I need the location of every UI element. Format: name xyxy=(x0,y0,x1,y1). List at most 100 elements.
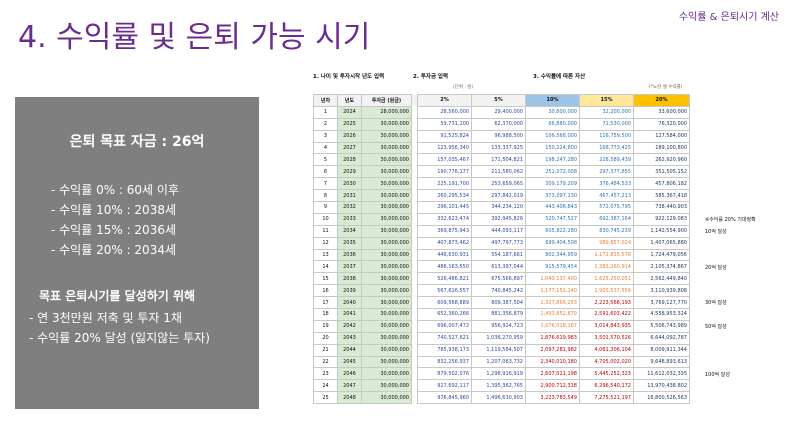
cell-rate-20: 1,724,479,056 xyxy=(633,248,690,262)
cell-year: 2029 xyxy=(337,165,362,179)
cell-year-index: 25 xyxy=(313,391,338,405)
cell-rate-10: 1,493,652,879 xyxy=(525,308,580,321)
cell-principal: 30,000,000 xyxy=(361,367,412,381)
cell-year: 2034 xyxy=(337,224,362,238)
column-gap xyxy=(411,284,418,297)
cell-rate-10: 443,406,843 xyxy=(525,201,580,214)
cell-rate-10: 66,880,000 xyxy=(525,117,580,131)
cell-rate-15: 228,589,439 xyxy=(579,153,634,167)
cell-year: 2026 xyxy=(337,129,362,143)
table-row: 6 2029 30,000,000 190,776,177 211,580,062 251… xyxy=(313,165,690,179)
table-row: 13 2036 30,000,000 446,630,931 554,187,661 80… xyxy=(313,248,690,262)
cell-principal: 30,000,000 xyxy=(361,355,412,369)
cell-year: 2033 xyxy=(337,212,362,226)
cell-year: 2024 xyxy=(337,105,362,119)
table-row: 8 2031 30,000,000 260,295,534 297,842,019 373… xyxy=(313,189,690,203)
cell-rate-2: 59,731,200 xyxy=(417,117,472,131)
cell-year-index: 6 xyxy=(313,165,338,179)
header-rate-20: 20% xyxy=(633,94,690,107)
table-row: 10 2033 30,000,000 332,623,474 392,945,826 52… xyxy=(313,212,690,226)
page-tag: 수익률 & 은퇴시기 계산 xyxy=(678,12,779,23)
cell-rate-15: 1,903,537,559 xyxy=(579,284,634,298)
table-row: 5 2028 30,000,000 157,035,467 171,504,821 198… xyxy=(313,153,690,167)
cell-principal: 30,000,000 xyxy=(361,153,412,167)
cell-rate-10: 198,247,280 xyxy=(525,153,580,167)
cell-rate-5: 809,387,504 xyxy=(471,296,526,310)
cell-rate-2: 332,623,474 xyxy=(417,212,472,226)
asset-table: 년차 년도 투자금 (원금) 2% 5% 10% 15% 20% 1 2024 28… xyxy=(313,94,690,405)
column-gap xyxy=(411,379,418,392)
cell-rate-2: 652,360,266 xyxy=(417,308,472,321)
cell-year-index: 4 xyxy=(313,141,338,155)
cell-rate-20: 3,110,939,808 xyxy=(633,284,690,298)
cell-rate-20: 738,440,903 xyxy=(633,201,690,214)
cell-rate-10: 802,344,959 xyxy=(525,248,580,262)
column-gap xyxy=(411,165,418,178)
cell-year: 2028 xyxy=(337,153,362,167)
cell-rate-5: 253,659,065 xyxy=(471,177,526,191)
scenario-15: - 수익률 15% : 2036세 xyxy=(51,223,177,237)
rate-note: (*노란 셀 수익률) xyxy=(649,85,683,90)
cell-rate-20: 585,367,418 xyxy=(633,189,690,203)
milestone-annotation: 100억 달성 xyxy=(705,371,730,378)
summary-panel: 은퇴 목표 자금 : 26억 - 수익률 0% : 60세 이후 - 수익률 1… xyxy=(15,97,259,409)
cell-rate-10: 2,097,281,982 xyxy=(525,343,580,357)
cell-rate-20: 2,105,374,867 xyxy=(633,260,690,274)
header-year-index: 년차 xyxy=(313,94,338,107)
cell-rate-15: 989,857,024 xyxy=(579,236,634,250)
cell-rate-20: 3,769,127,770 xyxy=(633,296,690,310)
column-gap xyxy=(411,189,418,202)
table-row: 12 2035 30,000,000 407,873,462 497,797,773 69… xyxy=(313,236,690,250)
section-1-label: 1. 나이 및 투자시작 년도 입력 xyxy=(313,74,385,80)
cell-rate-2: 446,630,931 xyxy=(417,248,472,262)
scenario-0: - 수익률 0% : 60세 이후 xyxy=(51,183,179,197)
cell-rate-2: 486,163,550 xyxy=(417,260,472,274)
cell-year: 2040 xyxy=(337,296,362,310)
cell-year-index: 24 xyxy=(313,379,338,393)
cell-year: 2035 xyxy=(337,236,362,250)
cell-year-index: 10 xyxy=(313,212,338,226)
cell-rate-5: 392,945,826 xyxy=(471,212,526,226)
cell-year: 2045 xyxy=(337,355,362,369)
cell-rate-15: 32,200,000 xyxy=(579,105,634,119)
column-gap xyxy=(411,272,418,285)
column-gap xyxy=(411,344,418,357)
cell-rate-15: 1,172,835,578 xyxy=(579,248,634,262)
cell-rate-20: 76,320,000 xyxy=(633,117,690,131)
cell-rate-20: 2,562,449,840 xyxy=(633,272,690,286)
cell-year-index: 16 xyxy=(313,284,338,298)
cell-year-index: 11 xyxy=(313,224,338,238)
table-row: 20 2043 30,000,000 740,527,621 1,036,270,959… xyxy=(313,331,690,345)
cell-rate-2: 260,295,534 xyxy=(417,189,472,203)
cell-rate-2: 879,502,076 xyxy=(417,367,472,381)
cell-year: 2041 xyxy=(337,308,362,321)
header-year: 년도 xyxy=(337,94,362,107)
cell-rate-10: 520,747,527 xyxy=(525,212,580,226)
cell-rate-15: 2,591,603,422 xyxy=(579,308,634,321)
cell-principal: 30,000,000 xyxy=(361,189,412,203)
cell-rate-20: 189,100,800 xyxy=(633,141,690,155)
column-gap xyxy=(411,296,418,309)
cell-principal: 30,000,000 xyxy=(361,379,412,393)
cell-rate-10: 2,607,011,198 xyxy=(525,367,580,381)
cell-year: 2042 xyxy=(337,319,362,333)
cell-rate-15: 1,383,260,914 xyxy=(579,260,634,274)
column-gap xyxy=(411,237,418,250)
cell-year-index: 23 xyxy=(313,367,338,381)
column-gap xyxy=(411,391,418,404)
cell-rate-10: 915,579,454 xyxy=(525,260,580,274)
cell-rate-10: 1,676,018,167 xyxy=(525,319,580,333)
cell-rate-5: 956,924,723 xyxy=(471,319,526,333)
cell-rate-2: 609,568,889 xyxy=(417,296,472,310)
column-gap xyxy=(411,225,418,238)
cell-rate-2: 123,956,340 xyxy=(417,141,472,155)
cell-rate-15: 467,457,213 xyxy=(579,189,634,203)
cell-rate-5: 1,207,063,732 xyxy=(471,355,526,369)
cell-rate-2: 976,845,960 xyxy=(417,391,472,405)
unit-note: (단위 : 원) xyxy=(453,85,474,90)
cell-rate-10: 699,404,508 xyxy=(525,236,580,250)
cell-rate-2: 190,776,177 xyxy=(417,165,472,179)
cell-rate-5: 1,395,362,765 xyxy=(471,379,526,393)
cell-year-index: 8 xyxy=(313,189,338,203)
column-gap xyxy=(411,213,418,226)
